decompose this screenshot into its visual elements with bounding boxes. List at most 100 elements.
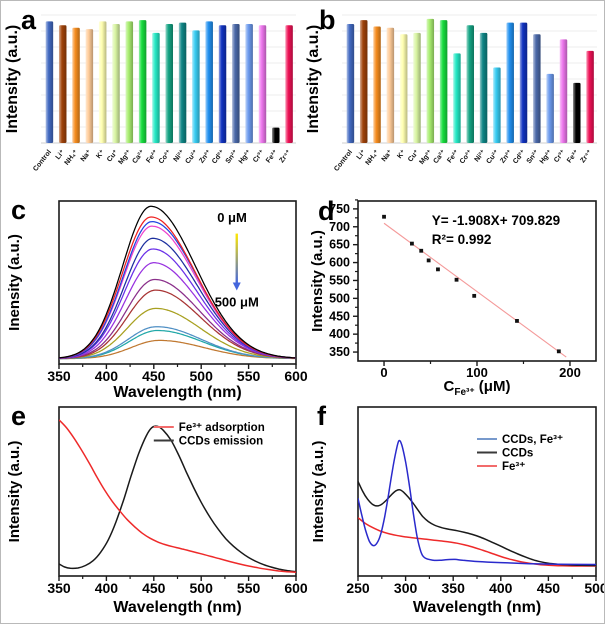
scatter-point	[454, 277, 459, 282]
bar-category-label: Hg²⁺	[238, 149, 253, 166]
annotation-bottom-label: 500 μM	[215, 295, 259, 310]
equation-text: Y= -1.908X+ 709.829	[432, 213, 560, 228]
bar-category-label: Cd²⁺	[512, 149, 527, 166]
scatter-point	[419, 248, 424, 253]
x-tick-label: 100	[466, 365, 488, 380]
x-tick-label: 600	[284, 580, 308, 596]
bar	[466, 25, 475, 144]
x-tick-label: 500	[190, 368, 214, 384]
bar-category-label: Control	[32, 149, 53, 173]
bar	[125, 21, 134, 143]
x-tick-label: 400	[95, 580, 119, 596]
y-tick-label: 500	[329, 291, 350, 305]
y-tick-label: 550	[329, 273, 350, 287]
panel-d-label: d	[318, 196, 335, 226]
bar	[98, 21, 107, 143]
y-tick-label: 700	[329, 220, 350, 234]
bar	[205, 21, 213, 143]
legend-label: Fe³⁺	[502, 461, 525, 473]
bar-category-label: Ca²⁺	[131, 149, 146, 165]
bar	[58, 25, 67, 144]
bar-category-label: Sn²⁺	[225, 149, 240, 165]
bar-category-label: Co²⁺	[158, 149, 173, 166]
x-tick-label: 450	[537, 580, 561, 596]
bar	[426, 18, 435, 144]
x-tick-label: 200	[559, 365, 581, 380]
y-tick-label: 400	[329, 327, 350, 341]
x-tick-label: 500	[584, 580, 605, 596]
x-tick-label: 550	[237, 368, 261, 384]
scatter-point	[382, 214, 386, 219]
bar	[439, 20, 448, 143]
x-tick-label: 350	[47, 368, 71, 384]
legend-label: CCDs, Fe³⁺	[502, 434, 563, 446]
x-tick-label: 550	[237, 580, 261, 596]
bar	[386, 27, 395, 143]
y-axis-label: Intensity (a.u.)	[310, 441, 327, 543]
bar-category-label: Mg²⁺	[117, 149, 133, 166]
bar	[546, 73, 554, 143]
bar	[112, 23, 120, 143]
x-axis-label: Wavelength (nm)	[113, 384, 241, 401]
bar	[192, 30, 200, 143]
panel-e-label: e	[11, 401, 27, 431]
curve	[59, 262, 296, 359]
bar-category-label: Zn²⁺	[198, 149, 213, 165]
x-tick-label: 250	[346, 580, 370, 596]
x-tick-label: 350	[47, 580, 71, 596]
bar	[573, 82, 581, 143]
bar-category-label: Li⁺	[356, 149, 368, 161]
curve	[59, 205, 296, 359]
bar-category-label: Fe³⁺	[265, 149, 279, 165]
curve	[358, 517, 596, 567]
annotation-top-label: 0 μM	[217, 210, 247, 225]
curve	[59, 419, 296, 574]
bar-category-label: Control	[333, 149, 354, 173]
y-axis-label: Intensity (a.u.)	[4, 25, 21, 133]
x-tick-label: 0	[380, 365, 387, 380]
panel-b-label: b	[319, 5, 336, 35]
y-tick-label: 450	[329, 309, 350, 323]
x-axis-label: Wavelength (nm)	[413, 599, 541, 616]
bar-category-label: Cu²⁺	[485, 149, 500, 166]
curve	[59, 278, 296, 360]
bar-category-label: K⁺	[396, 149, 407, 160]
bar-category-label: Cr³⁺	[252, 149, 266, 164]
curve	[59, 307, 296, 360]
plot-frame	[357, 406, 597, 577]
scatter-point	[410, 241, 414, 246]
scatter-point	[556, 349, 561, 354]
bar	[85, 29, 94, 143]
curve	[59, 326, 296, 360]
panel-b-chart: Control Li⁺NH₄⁺ Na⁺ K⁺ Cu⁺Mg²⁺Ca²⁺ Fe²⁺Co²⁺ Ni…	[305, 14, 597, 173]
x-tick-label: 600	[284, 368, 308, 384]
bar	[506, 22, 514, 143]
bar-category-label: NH₄⁺	[64, 149, 80, 167]
legend-label: CCDs	[502, 448, 533, 460]
bar-category-label: Cu²⁺	[184, 149, 199, 166]
curve	[358, 481, 596, 567]
panel-d-chart: 350 400 450 500 550 600 650 700 750 0 100 200 Y= -1.…	[309, 199, 597, 398]
bar-category-label: Na⁺	[381, 149, 394, 164]
bar-category-label: Zr⁴⁺	[278, 149, 292, 165]
bar	[152, 32, 160, 143]
bar-category-label: Fe³⁺	[566, 149, 580, 165]
bar	[453, 53, 461, 143]
bar	[479, 32, 488, 143]
bar-category-label: Ca²⁺	[432, 149, 447, 165]
arrow-head	[232, 282, 241, 291]
x-tick-label: 350	[442, 580, 466, 596]
bar	[232, 23, 240, 143]
panel-e-chart: 350 400 450 500 550 600 Wavelength (nm) Intensi…	[6, 406, 308, 616]
scatter-point	[436, 267, 440, 272]
bar-category-label: Mg²⁺	[418, 149, 434, 166]
x-tick-label: 450	[142, 368, 166, 384]
bar	[45, 21, 54, 143]
bar-category-label: Sn²⁺	[526, 149, 541, 165]
y-tick-label: 600	[329, 256, 350, 270]
bar	[165, 23, 174, 143]
scatter-point	[426, 258, 431, 263]
panel-c-label: c	[11, 195, 27, 225]
x-axis-label: Wavelength (nm)	[113, 599, 241, 616]
bar	[359, 20, 368, 143]
